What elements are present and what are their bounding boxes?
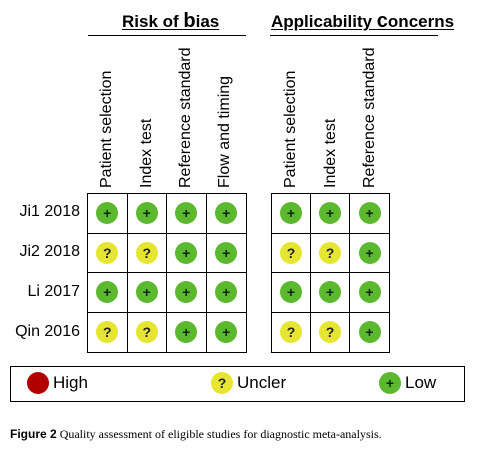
unclear-risk-icon: ?	[135, 321, 158, 344]
assessment-cell: +	[272, 273, 311, 313]
assessment-cell: ?	[127, 233, 167, 273]
assessment-cell: +	[167, 194, 207, 234]
low-risk-icon: +	[379, 372, 401, 394]
rob-col-index-test: Index test	[138, 118, 155, 188]
rob-col-reference-standard: Reference standard	[177, 47, 194, 188]
study-label: Li 2017	[27, 283, 81, 300]
low-risk-icon: +	[135, 281, 158, 304]
assessment-cell: +	[207, 313, 247, 353]
low-risk-icon: +	[215, 321, 238, 344]
figure-caption: Figure 2 Quality assessment of eligible …	[10, 427, 382, 442]
assessment-cell: ?	[272, 233, 311, 273]
app-col-reference-standard: Reference standard	[361, 47, 378, 188]
low-risk-icon: +	[215, 241, 238, 264]
assessment-cell: +	[350, 313, 389, 353]
assessment-cell: +	[127, 194, 167, 234]
risk-of-bias-title: Risk of bias	[122, 10, 220, 32]
assessment-cell: ?	[88, 233, 128, 273]
low-risk-icon: +	[358, 241, 381, 264]
unclear-risk-icon: ?	[280, 241, 302, 264]
unclear-risk-icon: ?	[211, 372, 233, 394]
legend-item-unclear: ? Uncler	[211, 372, 286, 394]
assessment-cell: +	[167, 233, 207, 273]
unclear-risk-icon: ?	[96, 241, 119, 264]
low-risk-icon: +	[319, 202, 341, 225]
assessment-cell: +	[206, 234, 246, 273]
assessment-cell: +	[206, 273, 246, 313]
low-risk-icon: +	[135, 202, 158, 225]
figure-caption-text: Quality assessment of eligible studies f…	[56, 427, 382, 441]
study-label: Ji1 2018	[19, 203, 81, 220]
low-risk-icon: +	[96, 281, 119, 304]
legend: High ? Uncler + Low	[10, 366, 465, 402]
rob-col-patient-selection: Patient selection	[98, 70, 115, 188]
assessment-cell: +	[311, 273, 350, 313]
unclear-risk-icon: ?	[96, 321, 119, 344]
low-risk-icon: +	[358, 321, 381, 344]
low-risk-icon: +	[175, 281, 198, 304]
low-risk-icon: +	[175, 321, 198, 344]
assessment-cell: ?	[88, 312, 128, 352]
legend-label-high: High	[53, 373, 88, 392]
unclear-risk-icon: ?	[135, 241, 158, 264]
unclear-risk-icon: ?	[280, 321, 302, 344]
assessment-cell: +	[127, 273, 167, 313]
legend-item-high: High	[27, 372, 88, 394]
rob-col-flow-and-timing: Flow and timing	[216, 75, 233, 188]
low-risk-icon: +	[358, 281, 381, 304]
assessment-cell: ?	[311, 233, 350, 273]
assessment-cell: +	[88, 273, 128, 313]
app-col-patient-selection: Patient selection	[282, 70, 299, 188]
low-risk-icon: +	[280, 202, 302, 225]
low-risk-icon: +	[175, 202, 198, 225]
risk-of-bias-grid: + + + +?? + + + + + +?? + +	[87, 193, 247, 353]
applicability-concerns-title: Applicability concerns	[271, 10, 455, 32]
low-risk-icon: +	[175, 241, 198, 264]
low-risk-icon: +	[215, 281, 238, 304]
low-risk-icon: +	[319, 281, 341, 304]
study-label: Qin 2016	[15, 323, 80, 340]
risk-of-bias-rule	[88, 35, 246, 36]
assessment-cell: ?	[272, 312, 311, 352]
assessment-cell: ?	[128, 312, 167, 352]
assessment-cell: +	[167, 312, 207, 352]
low-risk-icon: +	[358, 202, 381, 225]
applicability-concerns-grid: + + +?? + + + +?? +	[271, 193, 390, 353]
app-col-index-test: Index test	[322, 118, 339, 188]
unclear-risk-icon: ?	[319, 321, 341, 344]
assessment-cell: +	[311, 194, 350, 234]
legend-label-unclear: Uncler	[237, 373, 287, 392]
assessment-cell: +	[350, 273, 389, 313]
assessment-cell: +	[350, 234, 389, 273]
low-risk-icon: +	[280, 281, 302, 304]
legend-label-low: Low	[405, 373, 437, 392]
applicability-concerns-rule	[270, 35, 438, 36]
assessment-cell: +	[272, 194, 311, 234]
low-risk-icon: +	[215, 202, 238, 225]
assessment-cell: +	[167, 273, 207, 313]
legend-item-low: + Low	[379, 372, 436, 394]
figure-label: Figure 2	[10, 427, 57, 441]
low-risk-icon: +	[96, 202, 119, 225]
high-risk-icon	[27, 372, 49, 394]
assessment-cell: ?	[311, 312, 350, 352]
assessment-cell: +	[88, 194, 128, 234]
assessment-cell: +	[350, 194, 389, 234]
unclear-risk-icon: ?	[319, 241, 341, 264]
assessment-cell: +	[206, 194, 246, 234]
study-label: Ji2 2018	[19, 243, 81, 260]
